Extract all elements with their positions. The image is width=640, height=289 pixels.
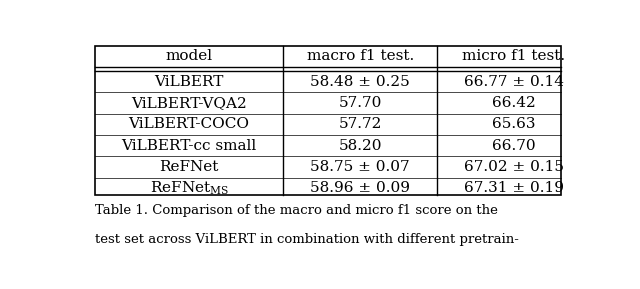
Text: Table 1. Comparison of the macro and micro f1 score on the: Table 1. Comparison of the macro and mic… [95, 204, 498, 217]
Text: 66.42: 66.42 [492, 96, 536, 110]
Text: 58.75 ± 0.07: 58.75 ± 0.07 [310, 160, 410, 174]
Text: 65.63: 65.63 [492, 117, 536, 131]
Text: ReFNet$_{\mathregular{MS}}$: ReFNet$_{\mathregular{MS}}$ [150, 179, 228, 197]
Text: model: model [166, 49, 212, 64]
Text: ViLBERT: ViLBERT [154, 75, 224, 89]
Text: 57.70: 57.70 [339, 96, 382, 110]
Text: 67.31 ± 0.19: 67.31 ± 0.19 [464, 181, 564, 195]
Text: test set across ViLBERT in combination with different pretrain-: test set across ViLBERT in combination w… [95, 233, 519, 246]
Text: ViLBERT-VQA2: ViLBERT-VQA2 [131, 96, 247, 110]
Text: micro f1 test.: micro f1 test. [463, 49, 566, 64]
Text: 58.48 ± 0.25: 58.48 ± 0.25 [310, 75, 410, 89]
Text: macro f1 test.: macro f1 test. [307, 49, 414, 64]
Text: ViLBERT-COCO: ViLBERT-COCO [129, 117, 250, 131]
Text: 57.72: 57.72 [339, 117, 382, 131]
Text: ReFNet: ReFNet [159, 160, 219, 174]
Text: 66.70: 66.70 [492, 139, 536, 153]
Text: ViLBERT-cc small: ViLBERT-cc small [122, 139, 257, 153]
Text: 66.77 ± 0.14: 66.77 ± 0.14 [464, 75, 564, 89]
Bar [95, 46, 561, 195]
Text: 58.20: 58.20 [339, 139, 382, 153]
Text: 67.02 ± 0.15: 67.02 ± 0.15 [464, 160, 564, 174]
Text: 58.96 ± 0.09: 58.96 ± 0.09 [310, 181, 410, 195]
